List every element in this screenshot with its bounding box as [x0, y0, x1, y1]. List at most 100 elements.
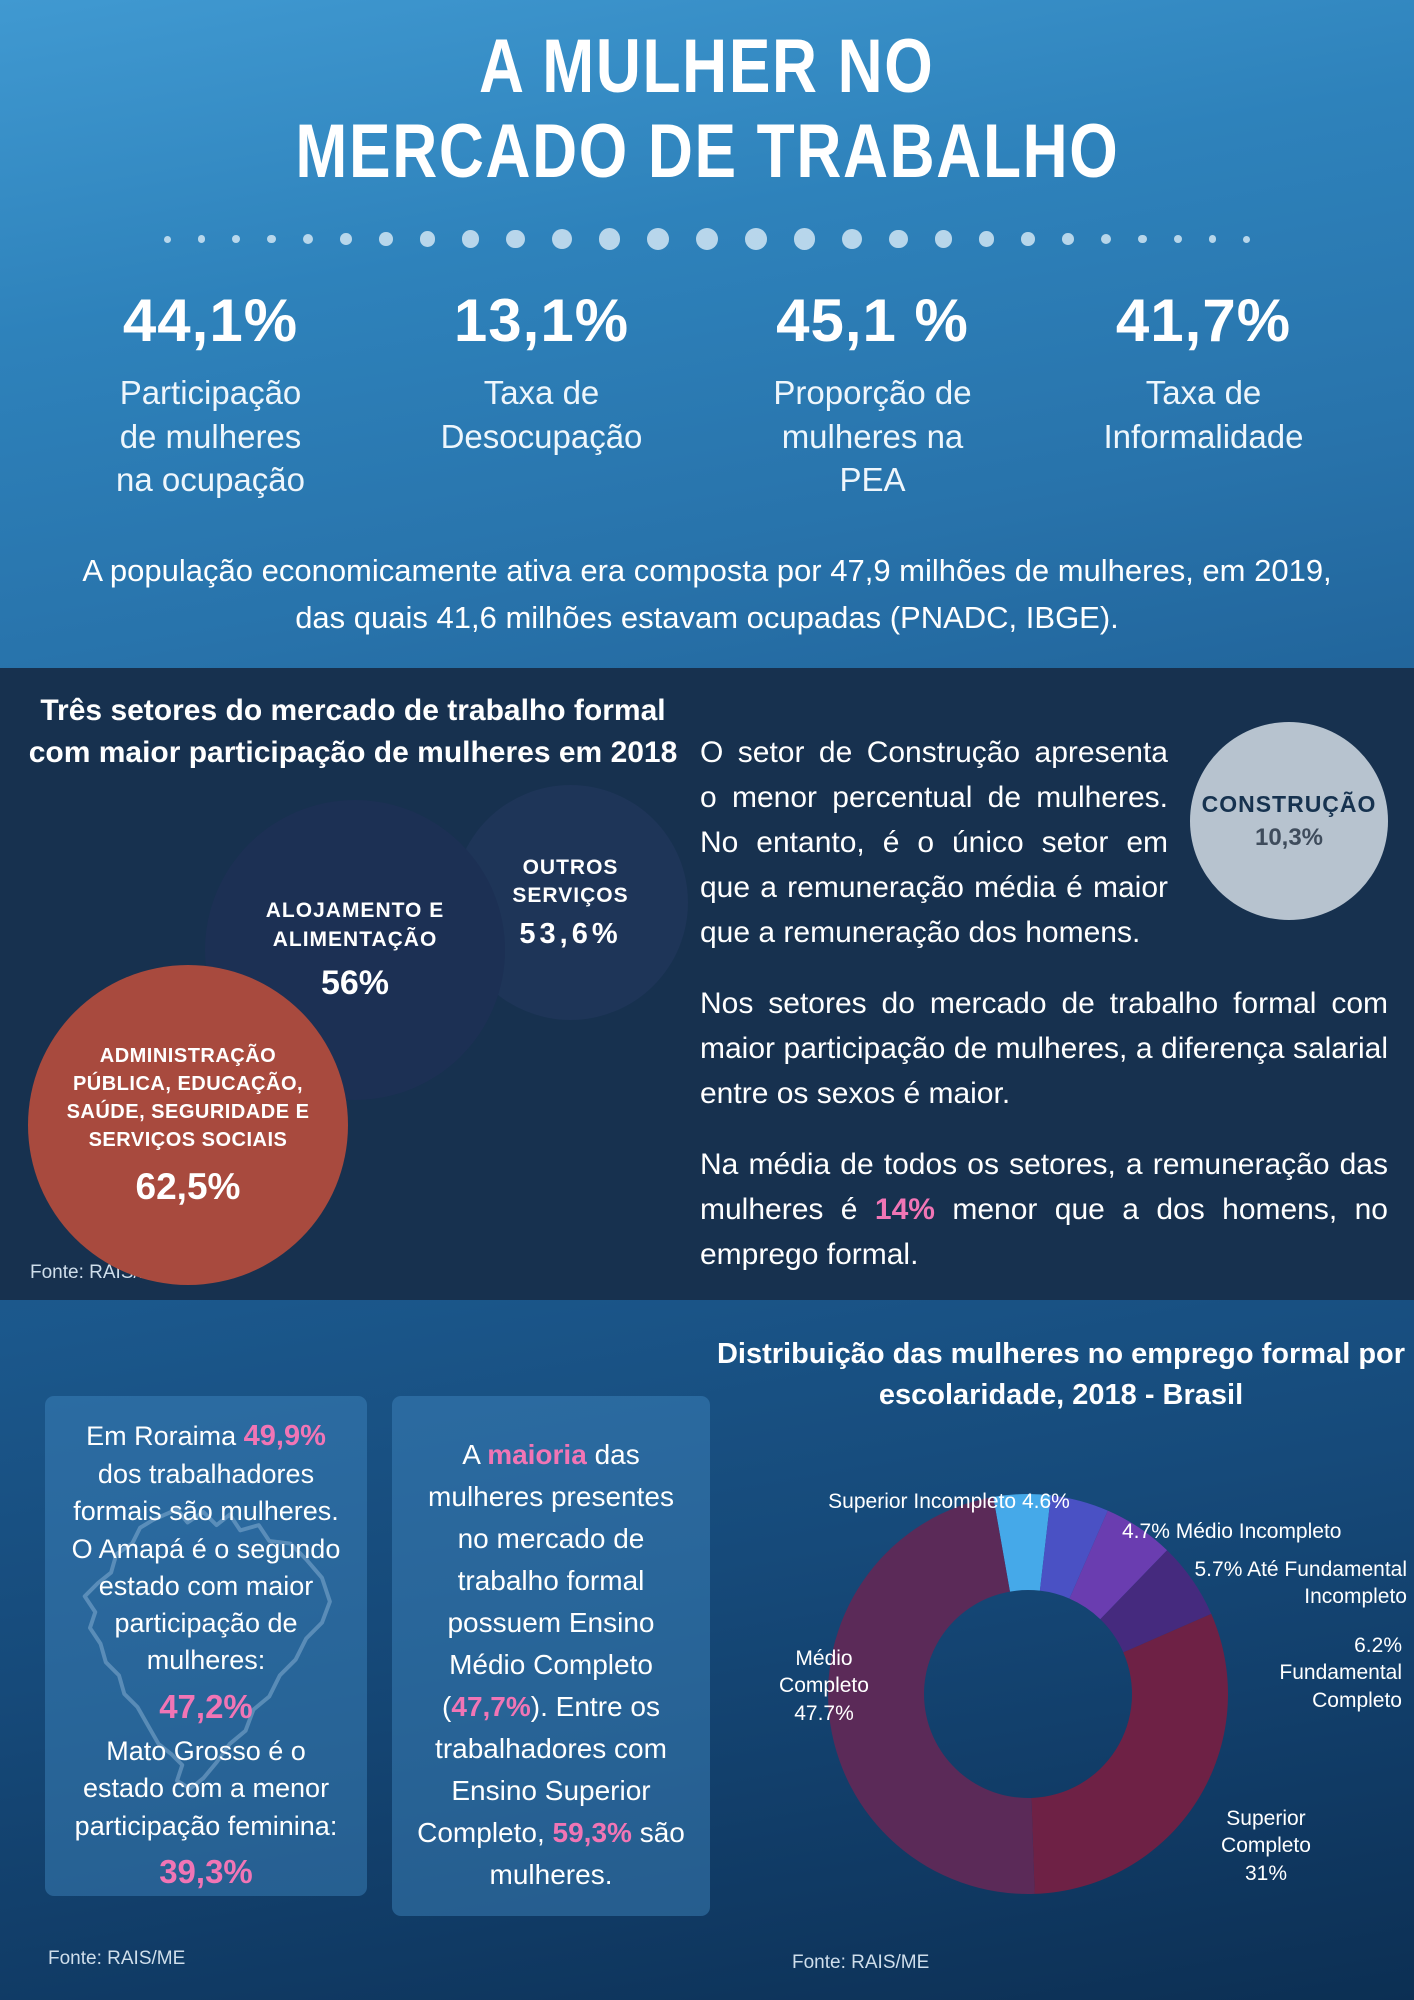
dot [379, 232, 393, 246]
dot [1137, 234, 1147, 244]
segment-label: Médio Completo [779, 1647, 869, 1698]
paragraph-text: Na média de todos os setores, a remunera… [700, 1148, 1388, 1226]
stat-label: Participação de mulheres na ocupação [116, 374, 305, 499]
donut-segment [1069, 1510, 1168, 1620]
donut-segment [1100, 1550, 1212, 1653]
states-card-text: Em Roraima 49,9% dos trabalhadores forma… [63, 1416, 349, 1894]
brazil-map-icon [82, 1507, 332, 1791]
dot [599, 228, 621, 250]
segment-value: 4.6% [1021, 1490, 1070, 1513]
segment-label: Médio Incompleto [1175, 1520, 1342, 1543]
segment-label: Superior Incompleto [828, 1490, 1017, 1513]
dot [1021, 232, 1035, 246]
segment-value: 31% [1244, 1861, 1288, 1885]
highlight-mato-grosso: 39,3% [159, 1852, 253, 1890]
dot [232, 235, 241, 243]
dot [267, 234, 277, 244]
dot [647, 228, 669, 250]
dots-decoration [0, 226, 1414, 252]
title-line-1: A MULHER NO [479, 24, 935, 109]
donut-chart [828, 1494, 1229, 1894]
segment-value: 47.7% [794, 1701, 854, 1725]
donut-label-superior-incompleto: Superior Incompleto 4.6% [819, 1488, 1079, 1515]
bubble-value: 56% [320, 963, 390, 1002]
dot [198, 235, 206, 243]
bubble-administracao: ADMINISTRAÇÃO PÚBLICA, EDUCAÇÃO, SAÚDE, … [28, 965, 348, 1285]
donut-segment [828, 1497, 1035, 1894]
highlight-medio-completo: 47,7% [451, 1691, 531, 1722]
construction-value: 10,3% [1254, 823, 1324, 851]
card-text: dos trabalhadores formais são mulheres. … [71, 1459, 341, 1676]
construction-bubble: CONSTRUÇÃO 10,3% [1190, 722, 1388, 920]
highlight-maioria: maioria [487, 1439, 587, 1470]
segment-label: Fundamental Completo [1279, 1661, 1402, 1712]
segment-value: 4.7% [1122, 1520, 1170, 1543]
title-line-2: MERCADO DE TRABALHO [294, 109, 1119, 195]
card-text: ). Entre os trabalhadores com Ensino Sup… [417, 1691, 667, 1848]
stat-card-desocupacao: 13,1% Taxa de Desocupação [376, 286, 707, 502]
stat-card-informalidade: 41,7% Taxa de Informalidade [1038, 286, 1369, 502]
donut-label-superior-completo: Superior Completo 31% [1205, 1805, 1327, 1887]
dot [888, 229, 908, 249]
segment-value: 6.2% [1354, 1634, 1402, 1657]
dot [340, 233, 353, 245]
sectors-band: Três setores do mercado de trabalho form… [0, 668, 1414, 1300]
donut-label-ate-fundamental: 5.7% Até Fundamental Incompleto [1167, 1556, 1408, 1611]
sectors-heading: Três setores do mercado de trabalho form… [28, 694, 678, 769]
card-text: são mulheres. [489, 1817, 685, 1890]
dot [1173, 235, 1182, 243]
stat-value: 41,7% [1115, 287, 1292, 354]
dot [1208, 235, 1216, 243]
card-text: Mato Grosso é o estado com a menor parti… [74, 1736, 338, 1841]
highlight-amapa: 47,2% [159, 1687, 253, 1725]
highlight-roraima: 49,9% [243, 1420, 326, 1452]
education-chart-area: Distribuição das mulheres no emprego for… [707, 1300, 1414, 2000]
wage-gap-paragraph: Nos setores do mercado de trabalho forma… [700, 987, 1388, 1110]
card-text: A [462, 1439, 488, 1470]
sectors-text-column: CONSTRUÇÃO 10,3% O setor de Construção a… [700, 722, 1388, 1300]
intro-paragraph: A população economicamente ativa era com… [82, 553, 1332, 635]
donut-segment [1031, 1613, 1229, 1894]
stat-label: Taxa de Desocupação [440, 374, 643, 455]
dot [978, 231, 995, 247]
card-text: das mulheres presentes no mercado de tra… [428, 1439, 674, 1722]
dot [1100, 233, 1111, 245]
highlight-14-percent: 14% [874, 1193, 935, 1226]
stat-card-pea: 45,1 % Proporção de mulheres na PEA [707, 286, 1038, 502]
dot [745, 228, 767, 250]
stat-value: 13,1% [453, 287, 630, 354]
states-fonte: Fonte: RAIS/ME [48, 1948, 186, 1969]
stat-label: Proporção de mulheres na PEA [773, 374, 972, 499]
education-card: A maioria das mulheres presentes no merc… [392, 1396, 710, 1916]
stats-row: 44,1% Participação de mulheres na ocupaç… [45, 286, 1369, 502]
segment-label: Até Fundamental Incompleto [1247, 1558, 1407, 1609]
dot [1061, 233, 1074, 245]
dot [419, 231, 436, 247]
highlight-superior: 59,3% [552, 1817, 632, 1848]
dot [841, 228, 862, 250]
dot [793, 228, 815, 250]
card-text: Em Roraima [86, 1421, 244, 1451]
donut-label-fundamental-completo: 6.2% Fundamental Completo [1187, 1632, 1402, 1714]
bubble-value: 62,5% [135, 1166, 241, 1207]
dot [303, 233, 314, 245]
bottom-section: Em Roraima 49,9% dos trabalhadores forma… [0, 1300, 1414, 2000]
construction-label: CONSTRUÇÃO [1201, 790, 1377, 817]
construction-paragraph: O setor de Construção apresenta o menor … [700, 736, 1168, 949]
bubble-label: ADMINISTRAÇÃO PÚBLICA, EDUCAÇÃO, SAÚDE, … [66, 1045, 310, 1151]
segment-label: Superior Completo [1221, 1807, 1311, 1858]
donut-label-medio-incompleto: 4.7% Médio Incompleto [1122, 1518, 1372, 1545]
states-card: Em Roraima 49,9% dos trabalhadores forma… [45, 1396, 367, 1896]
average-gap-paragraph: Na média de todos os setores, a remunera… [700, 1142, 1388, 1277]
stat-card-ocupacao: 44,1% Participação de mulheres na ocupaç… [45, 286, 376, 502]
donut-segment [1039, 1495, 1108, 1599]
bubble-label: ALOJAMENTO E ALIMENTAÇÃO [265, 899, 445, 951]
bubble-chart: ALOJAMENTO E ALIMENTAÇÃO 56% OUTROS SERV… [0, 780, 710, 1300]
chart-title: Distribuição das mulheres no emprego for… [716, 1338, 1406, 1411]
paragraph-text: menor que a dos homens, no emprego forma… [700, 1193, 1388, 1271]
dot [552, 228, 573, 250]
dot [462, 230, 480, 248]
stat-label: Taxa de Informalidade [1103, 374, 1304, 455]
stat-value: 44,1% [122, 287, 299, 354]
